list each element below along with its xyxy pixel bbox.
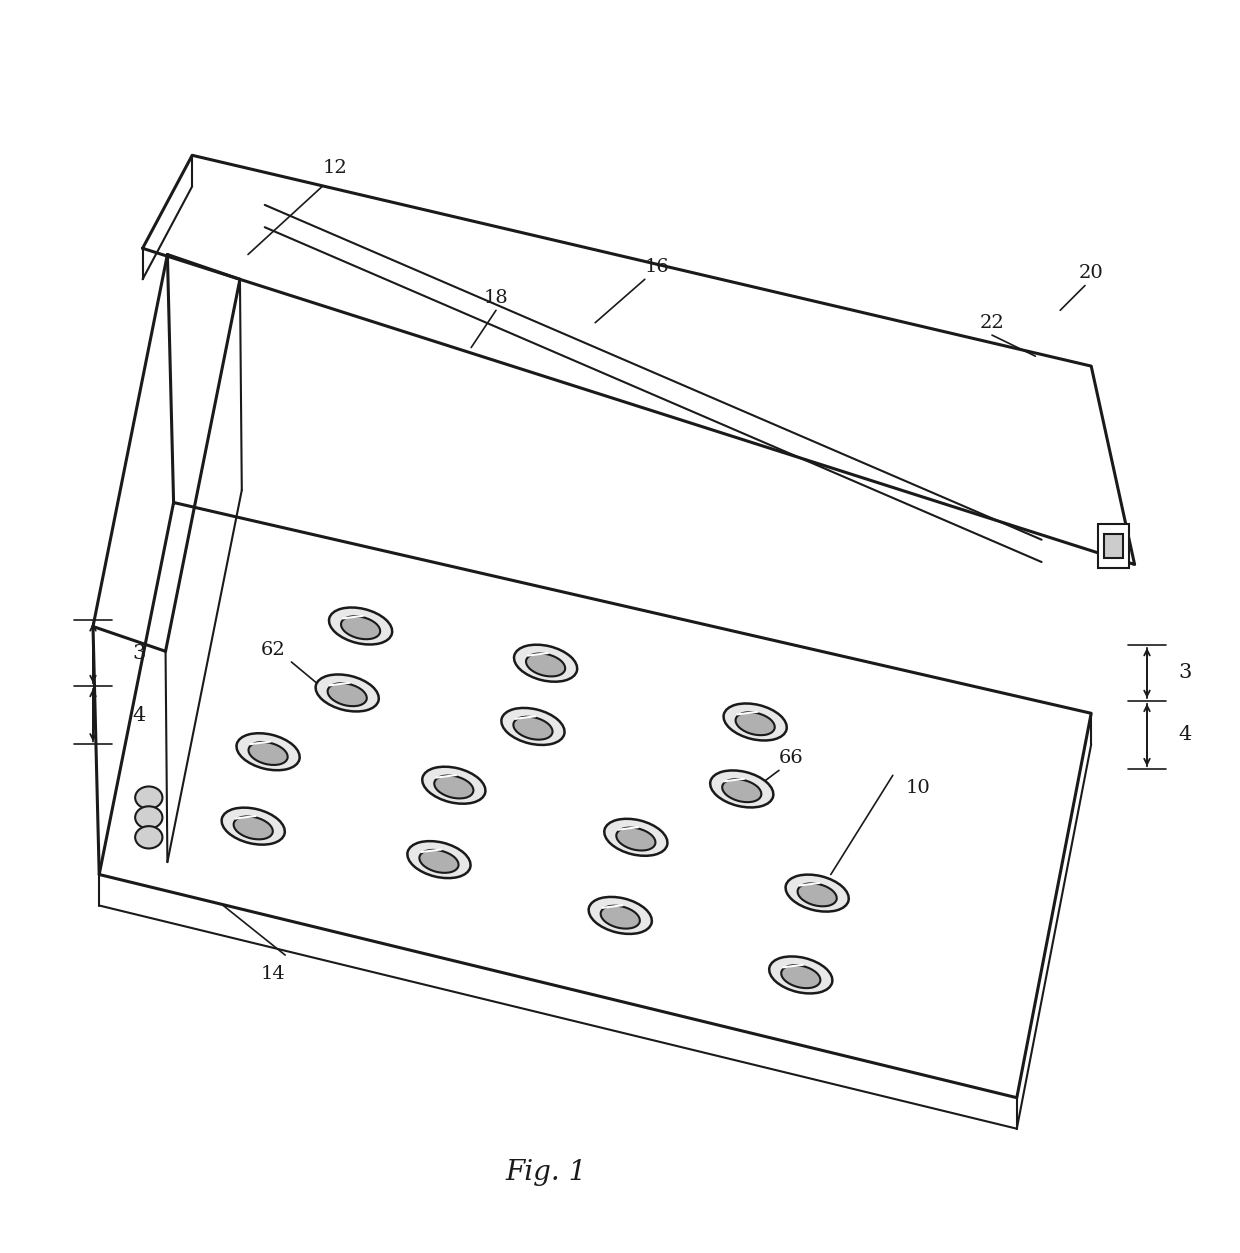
Ellipse shape: [600, 906, 640, 928]
Ellipse shape: [616, 827, 656, 851]
Ellipse shape: [711, 771, 774, 807]
Text: 62: 62: [260, 640, 285, 659]
Ellipse shape: [135, 826, 162, 848]
Bar: [1105, 534, 1123, 558]
Ellipse shape: [135, 806, 162, 828]
Ellipse shape: [408, 841, 470, 878]
Ellipse shape: [222, 808, 285, 845]
Text: 14: 14: [260, 965, 285, 982]
Ellipse shape: [526, 654, 565, 677]
Text: 16: 16: [645, 258, 670, 276]
Text: 66: 66: [779, 749, 804, 767]
Ellipse shape: [341, 616, 381, 639]
Ellipse shape: [513, 717, 553, 739]
Ellipse shape: [501, 708, 564, 746]
Text: 20: 20: [1079, 264, 1104, 282]
Ellipse shape: [604, 818, 667, 856]
Text: 3: 3: [1178, 664, 1192, 683]
Ellipse shape: [722, 779, 761, 802]
Ellipse shape: [419, 850, 459, 873]
Text: 10: 10: [905, 778, 930, 797]
Text: 4: 4: [1178, 725, 1192, 744]
Ellipse shape: [316, 674, 378, 712]
Ellipse shape: [735, 712, 775, 736]
Ellipse shape: [769, 956, 832, 994]
Ellipse shape: [233, 817, 273, 840]
Bar: [1099, 524, 1128, 568]
Ellipse shape: [434, 776, 474, 798]
Text: 3: 3: [133, 644, 146, 663]
Ellipse shape: [135, 787, 162, 808]
Ellipse shape: [515, 645, 577, 682]
Ellipse shape: [329, 608, 392, 644]
Ellipse shape: [327, 683, 367, 707]
Text: 22: 22: [980, 313, 1004, 332]
Text: Fig. 1: Fig. 1: [505, 1159, 587, 1185]
Ellipse shape: [237, 733, 300, 771]
Ellipse shape: [786, 875, 848, 912]
Text: 18: 18: [484, 289, 508, 307]
Ellipse shape: [589, 897, 652, 933]
Ellipse shape: [248, 742, 288, 764]
Ellipse shape: [781, 965, 821, 989]
Ellipse shape: [724, 703, 786, 741]
Text: 4: 4: [133, 705, 146, 724]
Ellipse shape: [797, 883, 837, 906]
Text: 12: 12: [322, 159, 347, 177]
Ellipse shape: [423, 767, 485, 803]
